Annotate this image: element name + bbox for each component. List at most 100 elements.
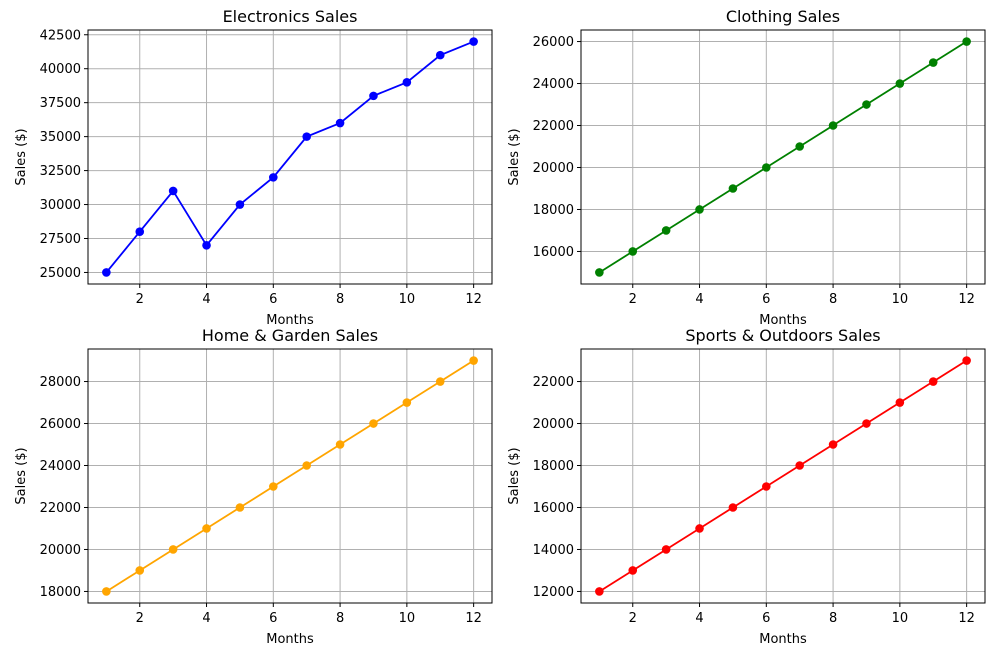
chart-sports-and-outdoors-sales-data-point — [862, 419, 871, 428]
chart-sports-and-outdoors-sales-x-tick-label: 4 — [695, 611, 703, 626]
chart-sports-and-outdoors-sales-data-point — [828, 440, 838, 449]
chart-electronics-sales-series-line — [105, 40, 474, 274]
chart-clothing-sales-data-point — [728, 184, 738, 193]
chart-clothing-sales-y-tick-label: 20000 — [533, 161, 574, 176]
chart-sports-and-outdoors-sales-x-tick-label: 10 — [892, 611, 909, 626]
chart-clothing-sales-axes-frame — [580, 29, 986, 285]
chart-electronics-sales-data-point — [402, 77, 412, 87]
chart-sports-and-outdoors-sales-x-tick-label: 6 — [762, 611, 770, 626]
chart-electronics-sales-data-point — [235, 200, 245, 209]
chart-sports-and-outdoors-sales-series-line — [598, 359, 968, 593]
chart-sports-and-outdoors-sales-y-tick-label: 20000 — [533, 417, 574, 432]
chart-sports-and-outdoors-sales-x-tick-label: 8 — [829, 611, 837, 626]
chart-clothing-sales-x-tick-label: 6 — [762, 292, 770, 307]
chart-electronics-sales-data-point — [102, 268, 111, 277]
chart-sports-and-outdoors-sales-y-tick-label: 16000 — [533, 501, 574, 516]
chart-sports-and-outdoors-sales-data-point — [695, 524, 704, 533]
chart-electronics-sales-title: Electronics Sales — [223, 7, 358, 26]
chart-sports-and-outdoors-sales: 2 4 6 8 10 12 12000 14000 16000 18000 20000 22000 Sp… — [507, 326, 986, 647]
chart-home-and-garden-sales-data-point — [335, 440, 345, 449]
chart-home-and-garden-sales-data-point — [435, 377, 445, 386]
chart-electronics-sales-x-tick-label: 4 — [202, 292, 210, 307]
chart-electronics-sales-x-tick-label: 6 — [269, 292, 277, 307]
chart-electronics-sales-x-tick-label: 10 — [399, 292, 416, 307]
chart-clothing-sales-y-tick-label: 24000 — [533, 77, 574, 92]
chart-home-and-garden-sales-x-tick-label: 4 — [202, 611, 210, 626]
chart-clothing-sales-data-point — [595, 268, 604, 277]
chart-clothing-sales-x-tick-label: 8 — [829, 292, 837, 307]
chart-clothing-sales-y-tick-label: 22000 — [533, 119, 574, 134]
chart-home-and-garden-sales-y-tick-label: 20000 — [40, 543, 81, 558]
chart-home-and-garden-sales-data-point — [168, 545, 178, 554]
chart-electronics-sales-y-tick-label: 35000 — [40, 130, 81, 145]
chart-home-and-garden-sales-series-line — [105, 359, 475, 593]
chart-electronics-sales-data-point — [269, 173, 278, 182]
chart-sports-and-outdoors-sales-title: Sports & Outdoors Sales — [685, 326, 880, 345]
chart-clothing-sales-y-axis-label: Sales ($) — [507, 128, 522, 185]
chart-sports-and-outdoors-sales-x-tick-label: 2 — [629, 611, 637, 626]
chart-electronics-sales-data-point — [202, 240, 211, 250]
chart-sports-and-outdoors-sales-y-tick-label: 14000 — [533, 543, 574, 558]
chart-sports-and-outdoors-sales-x-axis-label: Months — [759, 632, 807, 647]
chart-clothing-sales-data-point — [661, 226, 671, 235]
chart-electronics-sales-data-point — [135, 227, 145, 237]
chart-sports-and-outdoors-sales-data-point — [661, 545, 671, 554]
chart-home-and-garden-sales-data-point — [269, 482, 278, 491]
chart-clothing-sales-series-line — [598, 40, 968, 274]
chart-home-and-garden-sales: 2 4 6 8 10 12 18000 20000 22000 24000 26000 28000 Ho… — [14, 326, 493, 647]
chart-home-and-garden-sales-x-tick-label: 10 — [399, 611, 416, 626]
chart-home-and-garden-sales-y-tick-label: 22000 — [40, 501, 81, 516]
chart-electronics-sales-axes-frame — [87, 29, 493, 285]
chart-electronics-sales-x-tick-label: 12 — [465, 292, 482, 307]
chart-electronics-sales-y-tick-label: 30000 — [40, 198, 81, 213]
chart-electronics-sales-y-tick-label: 42500 — [40, 28, 81, 43]
chart-sports-and-outdoors-sales-data-point — [595, 587, 604, 596]
chart-home-and-garden-sales-x-tick-label: 6 — [269, 611, 277, 626]
chart-clothing-sales-data-point — [928, 58, 938, 67]
chart-home-and-garden-sales-data-point — [469, 356, 478, 365]
chart-sports-and-outdoors-sales-data-point — [762, 482, 771, 491]
chart-clothing-sales-data-point — [628, 247, 638, 256]
chart-sports-and-outdoors-sales-data-point — [795, 461, 804, 470]
chart-clothing-sales-data-point — [962, 37, 971, 46]
chart-electronics-sales-y-tick-label: 40000 — [40, 62, 81, 77]
chart-home-and-garden-sales-x-tick-label: 12 — [465, 611, 482, 626]
chart-clothing-sales-data-point — [795, 142, 804, 151]
chart-home-and-garden-sales-x-tick-label: 2 — [136, 611, 144, 626]
chart-sports-and-outdoors-sales-data-point — [962, 356, 971, 365]
chart-home-and-garden-sales-data-point — [235, 503, 245, 512]
chart-electronics-sales: 2 4 6 8 10 12 25000 27500 30000 32500 35000 37500 40… — [14, 7, 493, 328]
chart-home-and-garden-sales-axes-frame — [87, 348, 493, 604]
chart-home-and-garden-sales-title: Home & Garden Sales — [202, 326, 378, 345]
chart-home-and-garden-sales-y-tick-label: 24000 — [40, 459, 81, 474]
chart-clothing-sales-y-tick-label: 16000 — [533, 245, 574, 260]
chart-clothing-sales-data-point — [695, 205, 704, 214]
chart-sports-and-outdoors-sales-y-tick-label: 22000 — [533, 375, 574, 390]
chart-electronics-sales-data-point — [435, 50, 445, 60]
chart-clothing-sales-x-tick-label: 4 — [695, 292, 703, 307]
chart-sports-and-outdoors-sales-y-tick-label: 12000 — [533, 585, 574, 600]
chart-sports-and-outdoors-sales-data-point — [895, 398, 905, 407]
chart-clothing-sales-x-tick-label: 12 — [958, 292, 975, 307]
chart-clothing-sales-y-tick-label: 18000 — [533, 203, 574, 218]
chart-sports-and-outdoors-sales-data-point — [928, 377, 938, 386]
chart-electronics-sales-x-tick-label: 8 — [336, 292, 344, 307]
chart-home-and-garden-sales-y-tick-label: 18000 — [40, 585, 81, 600]
chart-electronics-sales-data-point — [335, 118, 345, 128]
chart-clothing-sales-x-axis-label: Months — [759, 313, 807, 328]
chart-home-and-garden-sales-x-tick-label: 8 — [336, 611, 344, 626]
chart-home-and-garden-sales-data-point — [202, 524, 211, 533]
chart-sports-and-outdoors-sales-axes-frame — [580, 348, 986, 604]
chart-home-and-garden-sales-y-axis-label: Sales ($) — [14, 447, 29, 504]
chart-clothing-sales: 2 4 6 8 10 12 16000 18000 20000 22000 24000 26000 Cl… — [507, 7, 986, 328]
chart-electronics-sales-data-point — [168, 186, 178, 196]
chart-electronics-sales-data-point — [302, 132, 311, 141]
chart-sports-and-outdoors-sales-data-point — [628, 566, 638, 575]
chart-home-and-garden-sales-data-point — [102, 587, 111, 596]
chart-home-and-garden-sales-data-point — [302, 461, 311, 470]
chart-electronics-sales-data-point — [469, 37, 478, 46]
chart-electronics-sales-x-axis-label: Months — [266, 313, 314, 328]
chart-clothing-sales-y-tick-label: 26000 — [533, 35, 574, 50]
